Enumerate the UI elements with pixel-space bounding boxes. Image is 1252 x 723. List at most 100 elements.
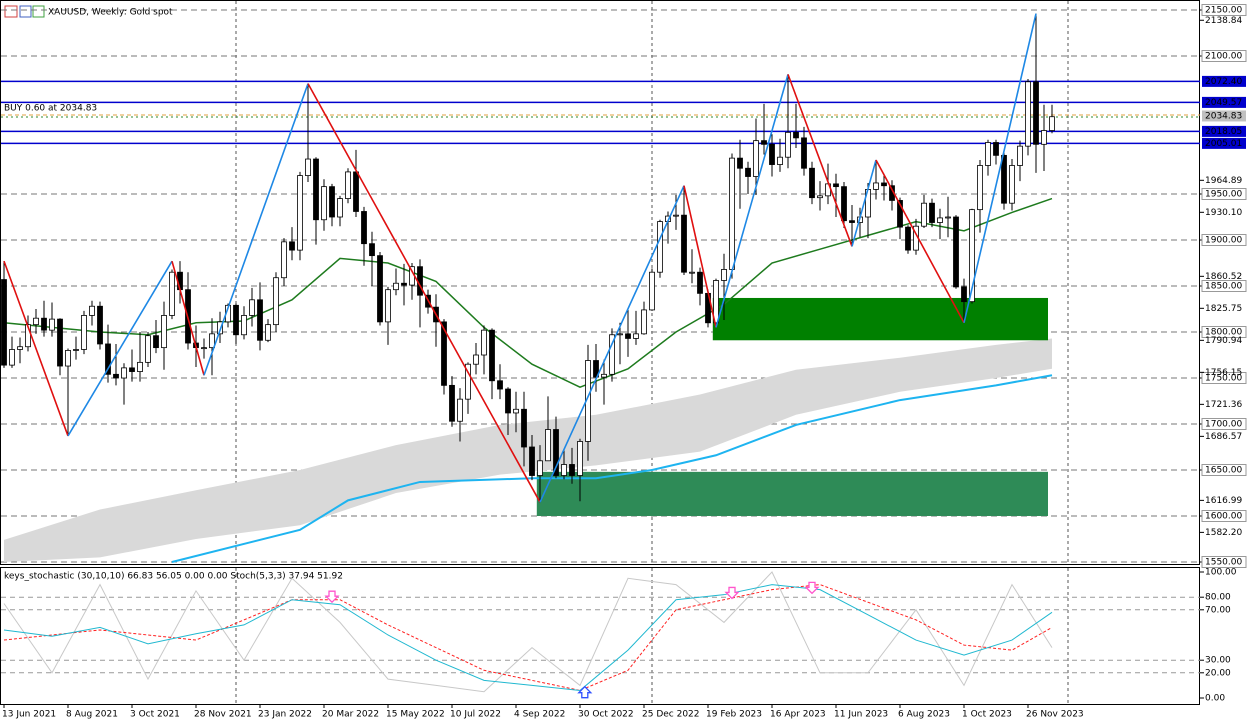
signal-arrow	[577, 685, 593, 699]
candle-body	[1, 279, 7, 366]
moving-average	[171, 374, 1053, 563]
candle-body	[969, 209, 975, 303]
x-tick-label: 16 Apr 2023	[770, 710, 826, 720]
candle-body	[833, 183, 839, 188]
y-scale-label: 2138.84	[1205, 16, 1242, 26]
y-tick-box	[1201, 234, 1247, 246]
zigzag-leg	[203, 83, 309, 376]
y-tick-label: 1900.00	[1205, 236, 1242, 246]
y-tick-box	[1201, 556, 1247, 568]
price-level-label: 2049.57	[1205, 98, 1242, 108]
candle-body	[577, 441, 583, 476]
toolbar-icons[interactable]	[4, 5, 45, 18]
candle-body	[761, 140, 767, 145]
x-tick-label: 20 Mar 2022	[322, 710, 379, 720]
candle-body	[881, 182, 887, 187]
candle-body	[793, 131, 799, 139]
y-tick-label: 2100.00	[1205, 52, 1242, 62]
x-tick-label: 23 Jan 2022	[258, 710, 312, 720]
candle-body	[905, 226, 911, 251]
candle-body	[777, 156, 783, 165]
y-tick-label: 1950.00	[1205, 190, 1242, 200]
candle-body	[513, 408, 519, 414]
x-tick-label: 30 Oct 2022	[578, 710, 634, 720]
candle-body	[921, 202, 927, 227]
x-tick-label: 10 Jul 2022	[450, 710, 501, 720]
y-tick-box	[1201, 188, 1247, 200]
oscillator-line	[3, 571, 1053, 693]
candle-body	[593, 360, 599, 378]
y-scale-label: 1964.89	[1205, 176, 1242, 186]
candle-body	[1041, 130, 1047, 145]
candle-body	[289, 241, 295, 251]
candle-body	[281, 241, 287, 279]
y-tick-label: 1650.00	[1205, 466, 1242, 476]
icon[interactable]	[4, 5, 18, 18]
candle-body	[945, 216, 951, 219]
candle-body	[249, 299, 255, 316]
candle-body	[257, 299, 263, 341]
x-tick-label: 15 May 2022	[386, 710, 445, 720]
signal-arrow	[724, 586, 740, 600]
zigzag-leg	[715, 74, 789, 328]
candle-body	[697, 271, 703, 294]
candle-body	[313, 158, 319, 221]
candle-body	[609, 334, 615, 375]
candle-body	[233, 304, 239, 336]
icon[interactable]	[32, 5, 45, 18]
candle-body	[729, 157, 735, 270]
candle-body	[1049, 116, 1055, 131]
candle-body	[1009, 165, 1015, 204]
price-level-box	[1202, 96, 1246, 108]
y-tick-box	[1201, 418, 1247, 430]
candle-body	[601, 373, 607, 378]
x-tick-label: 1 Oct 2023	[962, 710, 1012, 720]
candle-body	[521, 408, 527, 448]
x-tick-label: 28 Nov 2021	[194, 710, 252, 720]
candle-body	[1025, 81, 1031, 147]
candle-body	[1001, 154, 1007, 204]
zone	[712, 297, 1048, 341]
zigzag-leg	[3, 260, 69, 437]
y-tick-label: 1800.00	[1205, 328, 1242, 338]
candle-body	[353, 171, 359, 212]
candle-body	[153, 335, 159, 349]
candle-body	[937, 217, 943, 223]
y-tick-label: 0.00	[1205, 694, 1225, 704]
zone	[536, 471, 1048, 516]
candle-body	[737, 157, 743, 169]
candle-body	[897, 200, 903, 228]
candle-body	[321, 186, 327, 221]
candle-body	[841, 186, 847, 222]
candle-body	[73, 349, 79, 351]
candle-body	[41, 317, 47, 331]
y-scale-label: 1616.99	[1205, 496, 1242, 506]
candle-body	[505, 388, 511, 414]
candle-body	[873, 182, 879, 190]
y-scale-label: 1825.75	[1205, 304, 1242, 314]
candle-body	[977, 165, 983, 211]
candle-body	[745, 167, 751, 177]
y-scale-label: 1930.10	[1205, 208, 1242, 218]
candle-body	[801, 137, 807, 169]
candle-body	[721, 269, 727, 281]
candle-body	[953, 216, 959, 288]
price-level-label: 2018.05	[1205, 127, 1242, 137]
candle-body	[673, 214, 679, 217]
candle-body	[273, 277, 279, 326]
candle-body	[497, 380, 503, 390]
candle-body	[529, 446, 535, 476]
candle-body	[129, 367, 135, 372]
chart-title: XAUUSD, Weekly: Gold spot	[48, 8, 173, 18]
price-level-box	[1202, 125, 1246, 137]
candle-body	[121, 367, 127, 379]
icon[interactable]	[19, 5, 32, 18]
y-scale-label: 1756.15	[1205, 368, 1242, 378]
candle-body	[569, 464, 575, 476]
candle-body	[33, 317, 39, 326]
candle-body	[49, 318, 55, 331]
candle-body	[489, 329, 495, 382]
bid-box	[1202, 110, 1246, 122]
